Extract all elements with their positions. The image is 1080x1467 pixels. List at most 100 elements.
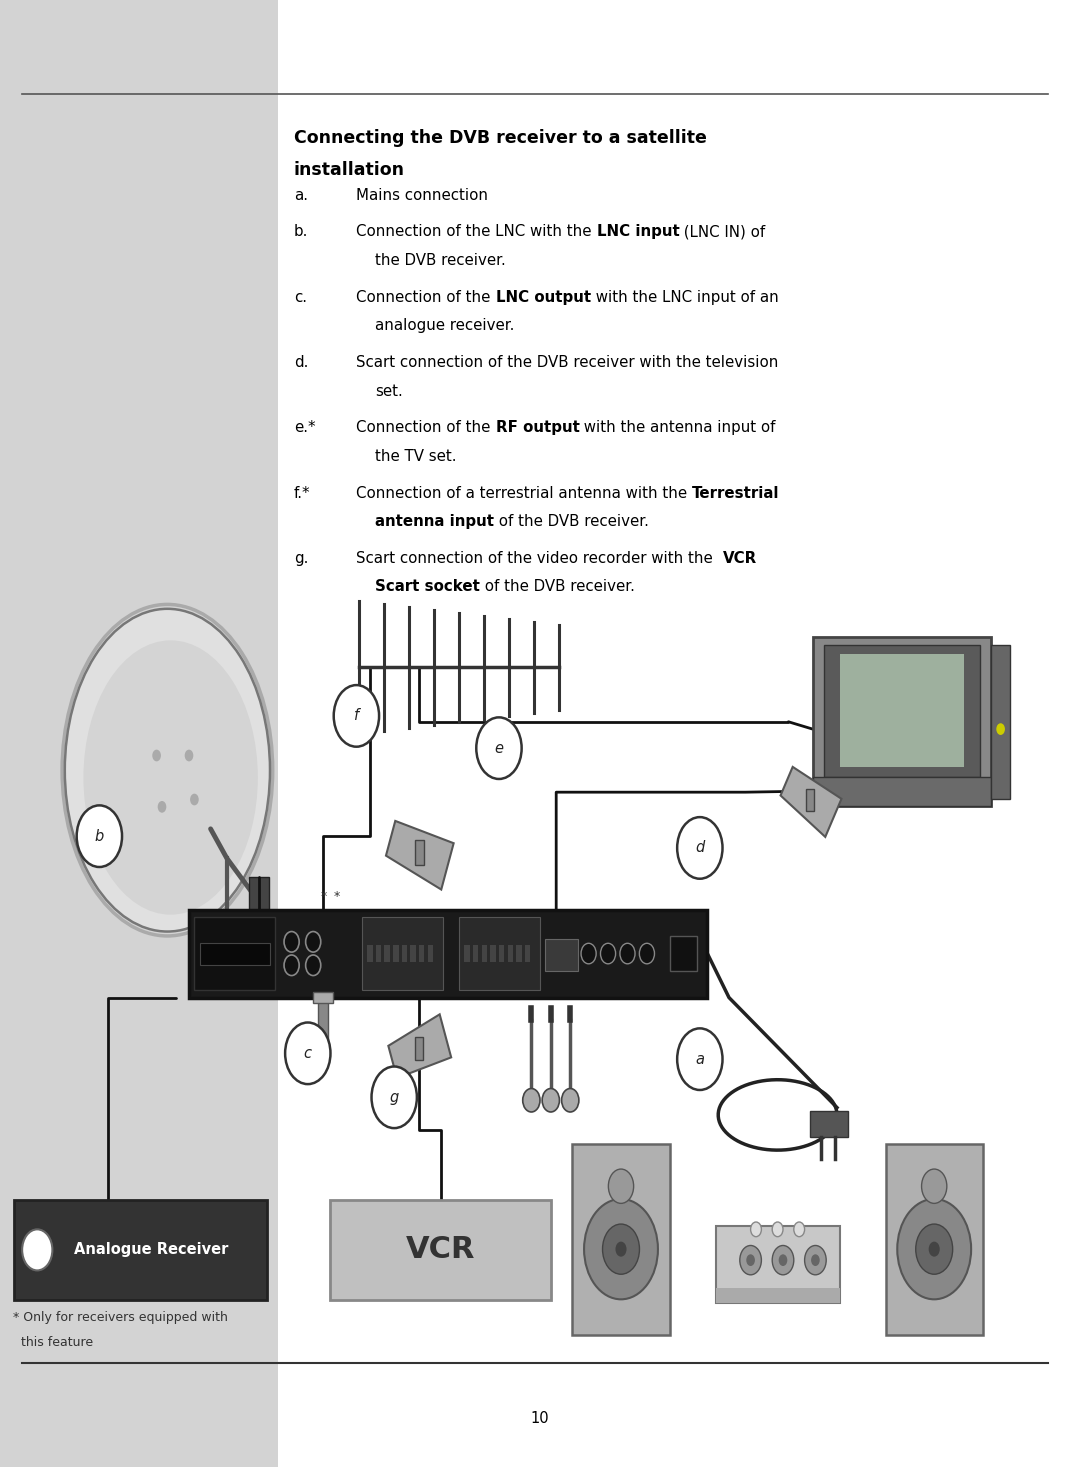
Text: a.: a. bbox=[294, 188, 308, 202]
Circle shape bbox=[584, 1199, 658, 1300]
Bar bbox=[490, 945, 496, 962]
Text: antenna input: antenna input bbox=[375, 513, 494, 530]
Text: set.: set. bbox=[375, 383, 403, 399]
Text: * Only for receivers equipped with: * Only for receivers equipped with bbox=[13, 1311, 228, 1325]
Circle shape bbox=[306, 932, 321, 952]
Bar bbox=[525, 945, 530, 962]
Text: RF output: RF output bbox=[496, 420, 579, 436]
Text: c.: c. bbox=[294, 289, 307, 305]
Bar bbox=[840, 654, 963, 766]
Text: Connection of a terrestrial antenna with the: Connection of a terrestrial antenna with… bbox=[356, 486, 692, 500]
Bar bbox=[459, 917, 540, 990]
Bar bbox=[402, 945, 407, 962]
Text: the TV set.: the TV set. bbox=[375, 449, 456, 464]
Circle shape bbox=[190, 794, 199, 805]
Text: Connecting the DVB receiver to a satellite: Connecting the DVB receiver to a satelli… bbox=[294, 129, 706, 147]
Circle shape bbox=[620, 943, 635, 964]
Bar bbox=[384, 945, 390, 962]
Text: Scart connection of the DVB receiver with the television: Scart connection of the DVB receiver wit… bbox=[356, 355, 779, 370]
Circle shape bbox=[921, 1169, 947, 1203]
Text: Scart socket: Scart socket bbox=[375, 579, 480, 594]
Bar bbox=[330, 1200, 551, 1300]
Bar bbox=[249, 877, 269, 929]
Circle shape bbox=[811, 1254, 820, 1266]
Text: f.*: f.* bbox=[294, 486, 310, 500]
Polygon shape bbox=[781, 767, 841, 836]
Text: of the DVB receiver.: of the DVB receiver. bbox=[494, 513, 649, 530]
Circle shape bbox=[805, 1245, 826, 1275]
Circle shape bbox=[284, 932, 299, 952]
Bar bbox=[393, 945, 399, 962]
Bar bbox=[473, 945, 478, 962]
FancyBboxPatch shape bbox=[886, 1144, 983, 1335]
Text: g: g bbox=[390, 1090, 399, 1105]
Circle shape bbox=[284, 955, 299, 976]
Text: installation: installation bbox=[294, 160, 405, 179]
Text: LNC input: LNC input bbox=[596, 224, 679, 239]
FancyBboxPatch shape bbox=[812, 637, 991, 807]
Circle shape bbox=[677, 817, 723, 879]
Bar bbox=[812, 776, 991, 807]
Bar bbox=[313, 992, 333, 1003]
Circle shape bbox=[916, 1223, 953, 1275]
FancyBboxPatch shape bbox=[572, 1144, 670, 1335]
Circle shape bbox=[185, 750, 193, 761]
Bar bbox=[367, 945, 373, 962]
Text: the DVB receiver.: the DVB receiver. bbox=[375, 252, 505, 268]
Bar bbox=[715, 1288, 840, 1303]
Circle shape bbox=[772, 1222, 783, 1237]
Text: with the LNC input of an: with the LNC input of an bbox=[591, 289, 779, 305]
Bar bbox=[516, 945, 522, 962]
Circle shape bbox=[996, 723, 1005, 735]
Circle shape bbox=[542, 1089, 559, 1112]
Bar bbox=[482, 945, 487, 962]
Bar bbox=[200, 943, 270, 965]
Circle shape bbox=[897, 1199, 971, 1300]
Bar bbox=[545, 939, 578, 971]
Ellipse shape bbox=[65, 609, 270, 932]
Text: b.: b. bbox=[294, 224, 308, 239]
Circle shape bbox=[616, 1241, 626, 1257]
Polygon shape bbox=[389, 1014, 451, 1078]
Polygon shape bbox=[386, 822, 454, 889]
Text: *: * bbox=[334, 890, 340, 902]
Text: Analogue Receiver: Analogue Receiver bbox=[75, 1243, 228, 1257]
Circle shape bbox=[751, 1222, 761, 1237]
Text: *: * bbox=[321, 890, 327, 902]
Bar bbox=[415, 841, 423, 864]
Text: Terrestrial: Terrestrial bbox=[692, 486, 780, 500]
Circle shape bbox=[600, 943, 616, 964]
Bar bbox=[806, 789, 814, 810]
Circle shape bbox=[746, 1254, 755, 1266]
Circle shape bbox=[285, 1022, 330, 1084]
Text: of the DVB receiver.: of the DVB receiver. bbox=[480, 579, 635, 594]
Bar bbox=[464, 945, 470, 962]
Circle shape bbox=[306, 955, 321, 976]
FancyBboxPatch shape bbox=[189, 910, 707, 998]
Circle shape bbox=[523, 1089, 540, 1112]
Text: e: e bbox=[495, 741, 503, 756]
Circle shape bbox=[677, 1028, 723, 1090]
Circle shape bbox=[608, 1169, 634, 1203]
Circle shape bbox=[372, 1067, 417, 1128]
Text: Connection of the LNC with the: Connection of the LNC with the bbox=[356, 224, 596, 239]
Circle shape bbox=[639, 943, 654, 964]
Text: Mains connection: Mains connection bbox=[356, 188, 488, 202]
Circle shape bbox=[476, 717, 522, 779]
Circle shape bbox=[152, 750, 161, 761]
Circle shape bbox=[779, 1254, 787, 1266]
Text: Connection of the: Connection of the bbox=[356, 420, 496, 436]
Bar bbox=[419, 945, 424, 962]
Text: b: b bbox=[95, 829, 104, 844]
Circle shape bbox=[740, 1245, 761, 1275]
Text: Connection of the: Connection of the bbox=[356, 289, 496, 305]
Circle shape bbox=[581, 943, 596, 964]
Bar bbox=[0, 0, 278, 1467]
Text: d: d bbox=[696, 841, 704, 855]
Text: e.*: e.* bbox=[294, 420, 315, 436]
Text: f: f bbox=[354, 709, 359, 723]
Circle shape bbox=[603, 1223, 639, 1275]
Bar bbox=[362, 917, 443, 990]
Bar bbox=[991, 645, 1011, 798]
Text: 10: 10 bbox=[530, 1411, 550, 1426]
